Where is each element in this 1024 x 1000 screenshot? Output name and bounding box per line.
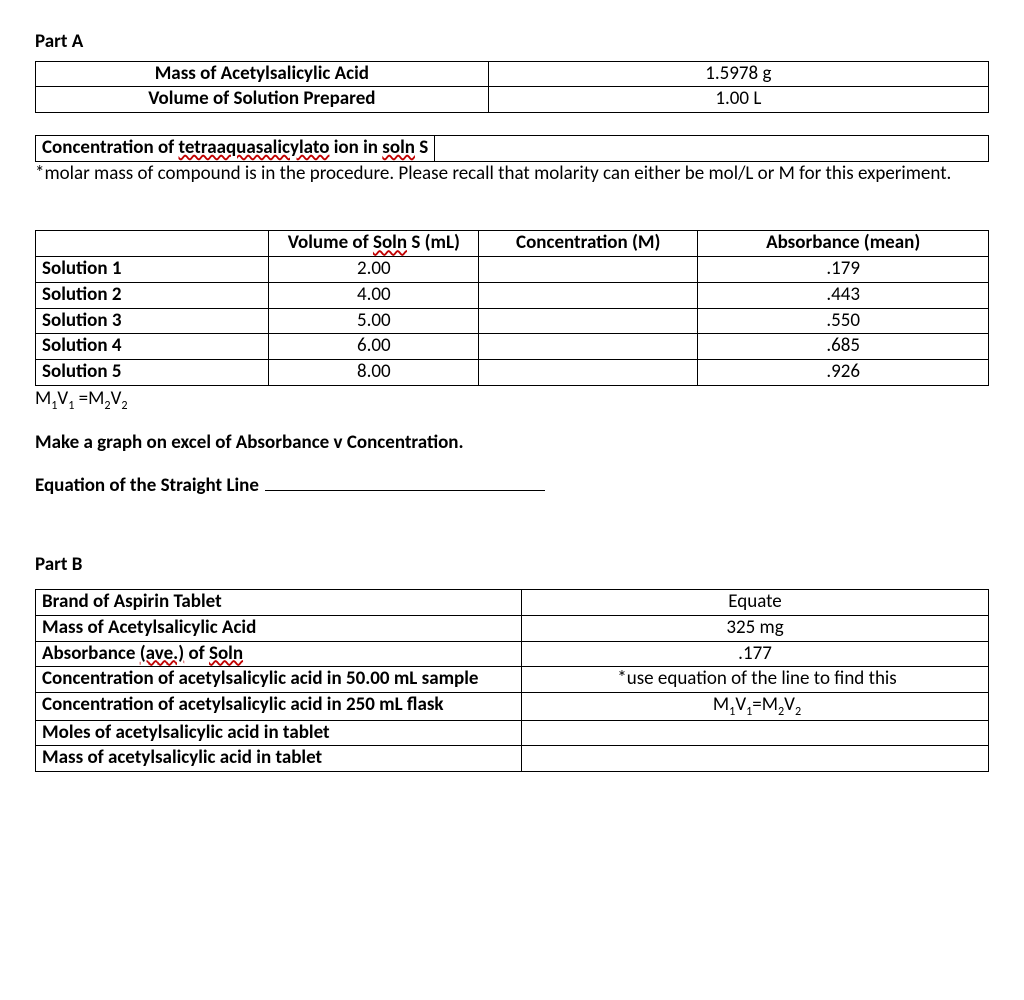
wavy-text: tetraaquasalicylato xyxy=(178,136,329,159)
solution-absorbance: .550 xyxy=(698,308,989,334)
dilution-equation: M1V1 =M2V2 xyxy=(35,387,989,414)
table-row: Solution 58.00 .926 xyxy=(36,359,989,385)
mass-value: 1.5978 g xyxy=(488,61,988,87)
mass-asa-label: Mass of Acetylsalicylic Acid xyxy=(36,615,522,641)
table-part-b: Brand of Aspirin Tablet Equate Mass of A… xyxy=(35,589,989,772)
solution-concentration xyxy=(479,359,698,385)
solution-volume: 4.00 xyxy=(269,282,479,308)
moles-label: Moles of acetylsalicylic acid in tablet xyxy=(36,720,522,746)
mass-tablet-label: Mass of acetylsalicylic acid in tablet xyxy=(36,746,522,772)
wavy-text: (ave.) xyxy=(140,642,184,665)
solution-absorbance: .179 xyxy=(698,257,989,283)
solution-volume: 8.00 xyxy=(269,359,479,385)
table-part-a-header: Mass of Acetylsalicylic Acid 1.5978 g Vo… xyxy=(35,61,989,113)
table-row: Concentration of acetylsalicylic acid in… xyxy=(36,692,989,720)
text: S xyxy=(415,136,428,159)
table-row: Moles of acetylsalicylic acid in tablet xyxy=(36,720,989,746)
concentration-label: Concentration of tetraaquasalicylato ion… xyxy=(35,135,435,162)
table-row: Absorbance (ave.) of Soln .177 xyxy=(36,641,989,667)
text: Equation of the Straight Line xyxy=(35,474,259,497)
conc250-label: Concentration of acetylsalicylic acid in… xyxy=(36,692,522,720)
wavy-text: Soln xyxy=(373,231,407,254)
table-row: Concentration of acetylsalicylic acid in… xyxy=(36,667,989,693)
table-row: Solution 12.00 .179 xyxy=(36,257,989,283)
solution-label: Solution 1 xyxy=(36,257,269,283)
solution-label: Solution 5 xyxy=(36,359,269,385)
solution-absorbance: .926 xyxy=(698,359,989,385)
table-row: Mass of acetylsalicylic acid in tablet xyxy=(36,746,989,772)
part-a-heading: Part A xyxy=(35,30,989,55)
text: of xyxy=(184,642,209,665)
absorbance-value: .177 xyxy=(522,641,989,667)
wavy-text: soln xyxy=(382,136,415,159)
solution-label: Solution 2 xyxy=(36,282,269,308)
table-row: Brand of Aspirin Tablet Equate xyxy=(36,590,989,616)
solution-label: Solution 3 xyxy=(36,308,269,334)
wavy-text: Soln xyxy=(209,642,243,665)
solution-label: Solution 4 xyxy=(36,334,269,360)
concentration-row: Concentration of tetraaquasalicylato ion… xyxy=(35,135,989,162)
table-row: Solution 35.00 .550 xyxy=(36,308,989,334)
mass-label: Mass of Acetylsalicylic Acid xyxy=(36,61,489,87)
text: Volume of xyxy=(288,231,373,254)
solution-volume: 2.00 xyxy=(269,257,479,283)
conc50-label: Concentration of acetylsalicylic acid in… xyxy=(36,667,522,693)
solution-absorbance: .685 xyxy=(698,334,989,360)
note-text: *molar mass of compound is in the proced… xyxy=(35,162,989,187)
solution-concentration xyxy=(479,334,698,360)
brand-label: Brand of Aspirin Tablet xyxy=(36,590,522,616)
mass-asa-value: 325 mg xyxy=(522,615,989,641)
text: ion in xyxy=(329,136,382,159)
hdr-blank xyxy=(36,231,269,257)
conc50-value: *use equation of the line to find this xyxy=(522,667,989,693)
solution-volume: 5.00 xyxy=(269,308,479,334)
equation-line-prompt: Equation of the Straight Line xyxy=(35,474,989,499)
table-solutions: Volume of Soln S (mL) Concentration (M) … xyxy=(35,230,989,385)
solution-concentration xyxy=(479,308,698,334)
table-header-row: Volume of Soln S (mL) Concentration (M) … xyxy=(36,231,989,257)
make-graph-text: Make a graph on excel of Absorbance v Co… xyxy=(35,431,989,456)
hdr-concentration: Concentration (M) xyxy=(479,231,698,257)
text: Absorbance xyxy=(42,642,140,665)
vol-value: 1.00 L xyxy=(488,87,988,113)
moles-value xyxy=(522,720,989,746)
solution-concentration xyxy=(479,282,698,308)
mass-tablet-value xyxy=(522,746,989,772)
solution-volume: 6.00 xyxy=(269,334,479,360)
solution-concentration xyxy=(479,257,698,283)
conc250-value: M1V1=M2V2 xyxy=(522,692,989,720)
text: S (mL) xyxy=(407,231,460,254)
table-row: Solution 46.00 .685 xyxy=(36,334,989,360)
hdr-absorbance: Absorbance (mean) xyxy=(698,231,989,257)
concentration-empty xyxy=(435,135,989,162)
hdr-volume: Volume of Soln S (mL) xyxy=(269,231,479,257)
table-row: Mass of Acetylsalicylic Acid 1.5978 g xyxy=(36,61,989,87)
blank-line xyxy=(265,490,545,491)
solution-absorbance: .443 xyxy=(698,282,989,308)
table-row: Volume of Solution Prepared 1.00 L xyxy=(36,87,989,113)
absorbance-label: Absorbance (ave.) of Soln xyxy=(36,641,522,667)
text: Concentration of xyxy=(42,136,178,159)
table-row: Mass of Acetylsalicylic Acid 325 mg xyxy=(36,615,989,641)
table-row: Solution 24.00 .443 xyxy=(36,282,989,308)
vol-label: Volume of Solution Prepared xyxy=(36,87,489,113)
part-b-heading: Part B xyxy=(35,553,989,578)
brand-value: Equate xyxy=(522,590,989,616)
